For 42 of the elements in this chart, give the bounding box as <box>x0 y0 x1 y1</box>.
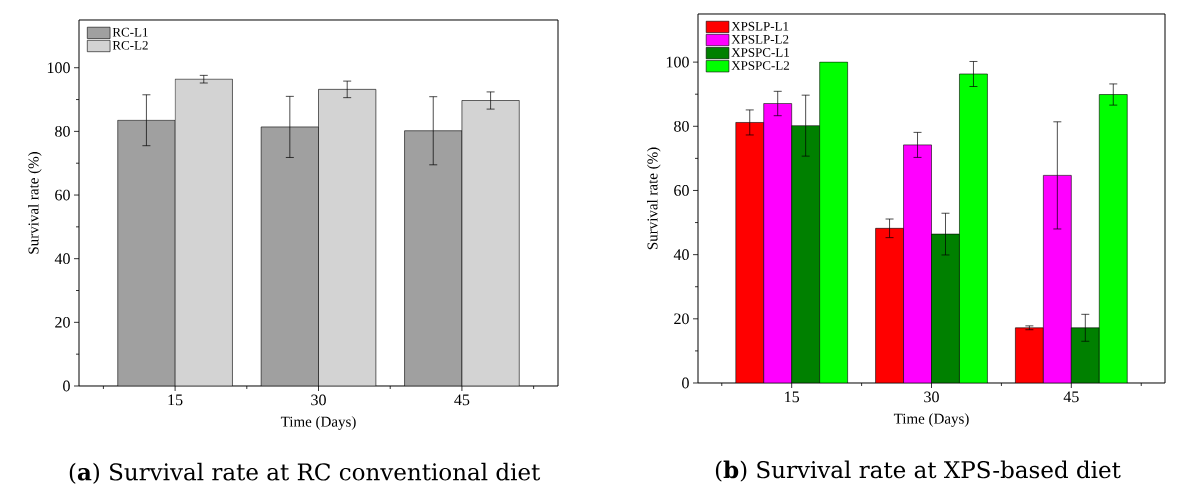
y-tick-label: 60 <box>55 189 70 201</box>
legend-label: RC-L2 <box>112 40 148 50</box>
bar <box>931 233 960 383</box>
bar <box>1071 327 1100 383</box>
legend-label: XPSLP-L1 <box>731 21 789 31</box>
bar <box>260 126 319 386</box>
y-tick-label: 40 <box>54 253 70 265</box>
y-axis-title: Survival rate (%) <box>647 147 661 250</box>
bar <box>1015 327 1044 383</box>
text: (a) Survival rate at RC conventional diet <box>69 462 541 484</box>
y-tick-label: 0 <box>682 377 689 389</box>
bar <box>903 144 932 383</box>
y-axis-title: Survival rate (%) <box>28 152 42 254</box>
y-tick-label: 0 <box>63 380 70 392</box>
x-tick-label: 15 <box>168 394 183 406</box>
bar <box>735 122 765 383</box>
legend-label: XPSPC-L1 <box>731 48 789 57</box>
x-axis-title: Time (Days) <box>280 416 356 430</box>
bar <box>763 103 792 383</box>
text: (b) Survival rate at XPS-based diet <box>715 460 1121 482</box>
bar <box>404 130 463 386</box>
x-axis-title: Time (Days) <box>893 413 969 427</box>
bar <box>875 228 904 383</box>
y-tick-label: 80 <box>674 120 689 132</box>
bar <box>1043 175 1072 383</box>
legend-label: RC-L1 <box>112 27 148 37</box>
bar <box>791 125 820 383</box>
y-tick-label: 20 <box>55 316 70 328</box>
legend-label: XPSPC-L2 <box>731 61 790 70</box>
y-tick-label: 20 <box>674 313 689 325</box>
y-tick-label: 100 <box>47 62 70 74</box>
x-tick-label: 45 <box>454 394 470 406</box>
bar <box>117 119 176 386</box>
x-tick-label: 15 <box>785 391 800 403</box>
y-tick-label: 80 <box>55 125 70 137</box>
x-tick-label: 30 <box>924 391 939 403</box>
legend-label: XPSLP-L2 <box>731 34 789 44</box>
y-tick-label: 40 <box>673 249 689 261</box>
y-tick-label: 60 <box>674 185 689 196</box>
x-tick-label: 30 <box>311 394 326 406</box>
x-tick-label: 45 <box>1063 391 1079 403</box>
y-tick-label: 100 <box>666 56 689 68</box>
